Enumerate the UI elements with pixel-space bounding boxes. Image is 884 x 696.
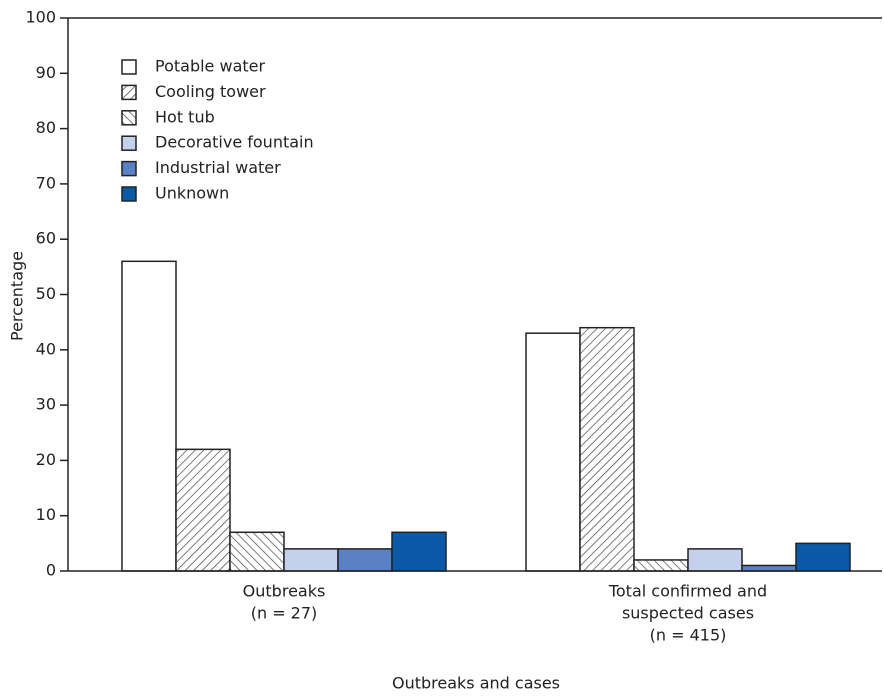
bar bbox=[687, 548, 743, 572]
y-tick-label: 80 bbox=[36, 118, 56, 137]
bar bbox=[121, 260, 177, 572]
bar bbox=[283, 548, 339, 572]
legend-label: Decorative fountain bbox=[155, 133, 314, 152]
y-tick-label: 0 bbox=[46, 561, 56, 580]
bar bbox=[337, 548, 393, 572]
y-tick-label: 20 bbox=[36, 450, 56, 469]
y-tick-label: 10 bbox=[36, 505, 56, 524]
legend-swatch bbox=[121, 110, 137, 126]
legend-swatch bbox=[121, 160, 137, 177]
legend-label: Industrial water bbox=[155, 158, 281, 177]
legend-swatch bbox=[121, 186, 137, 202]
y-tick-label: 60 bbox=[36, 229, 56, 248]
y-axis-title: Percentage bbox=[8, 251, 27, 341]
bar bbox=[525, 332, 581, 572]
x-axis-title: Outbreaks and cases bbox=[392, 674, 560, 693]
y-tick-label: 70 bbox=[36, 173, 56, 192]
bar bbox=[633, 559, 689, 572]
y-tick-label: 50 bbox=[36, 284, 56, 303]
bar bbox=[229, 531, 285, 572]
legend-swatch bbox=[121, 135, 137, 151]
x-tick-label: Total confirmed and bbox=[608, 582, 767, 601]
bar bbox=[795, 542, 851, 572]
legend-label: Hot tub bbox=[155, 107, 215, 126]
bar bbox=[175, 448, 231, 572]
y-tick-label: 30 bbox=[36, 395, 56, 414]
bar bbox=[741, 564, 797, 572]
legend-label: Potable water bbox=[155, 57, 265, 76]
bar bbox=[391, 531, 447, 572]
x-tick-label: (n = 415) bbox=[650, 626, 727, 645]
y-tick-label: 40 bbox=[36, 339, 56, 358]
bar bbox=[579, 326, 635, 572]
x-tick-label: (n = 27) bbox=[251, 604, 318, 623]
legend-label: Cooling tower bbox=[155, 82, 266, 101]
legend-label: Unknown bbox=[155, 184, 229, 203]
y-tick-label: 90 bbox=[36, 63, 56, 82]
y-tick-label: 100 bbox=[25, 8, 56, 27]
legend-swatch bbox=[121, 84, 137, 101]
legend-swatch bbox=[121, 59, 137, 75]
x-tick-label: Outbreaks bbox=[243, 582, 326, 601]
x-tick-label: suspected cases bbox=[622, 604, 754, 623]
